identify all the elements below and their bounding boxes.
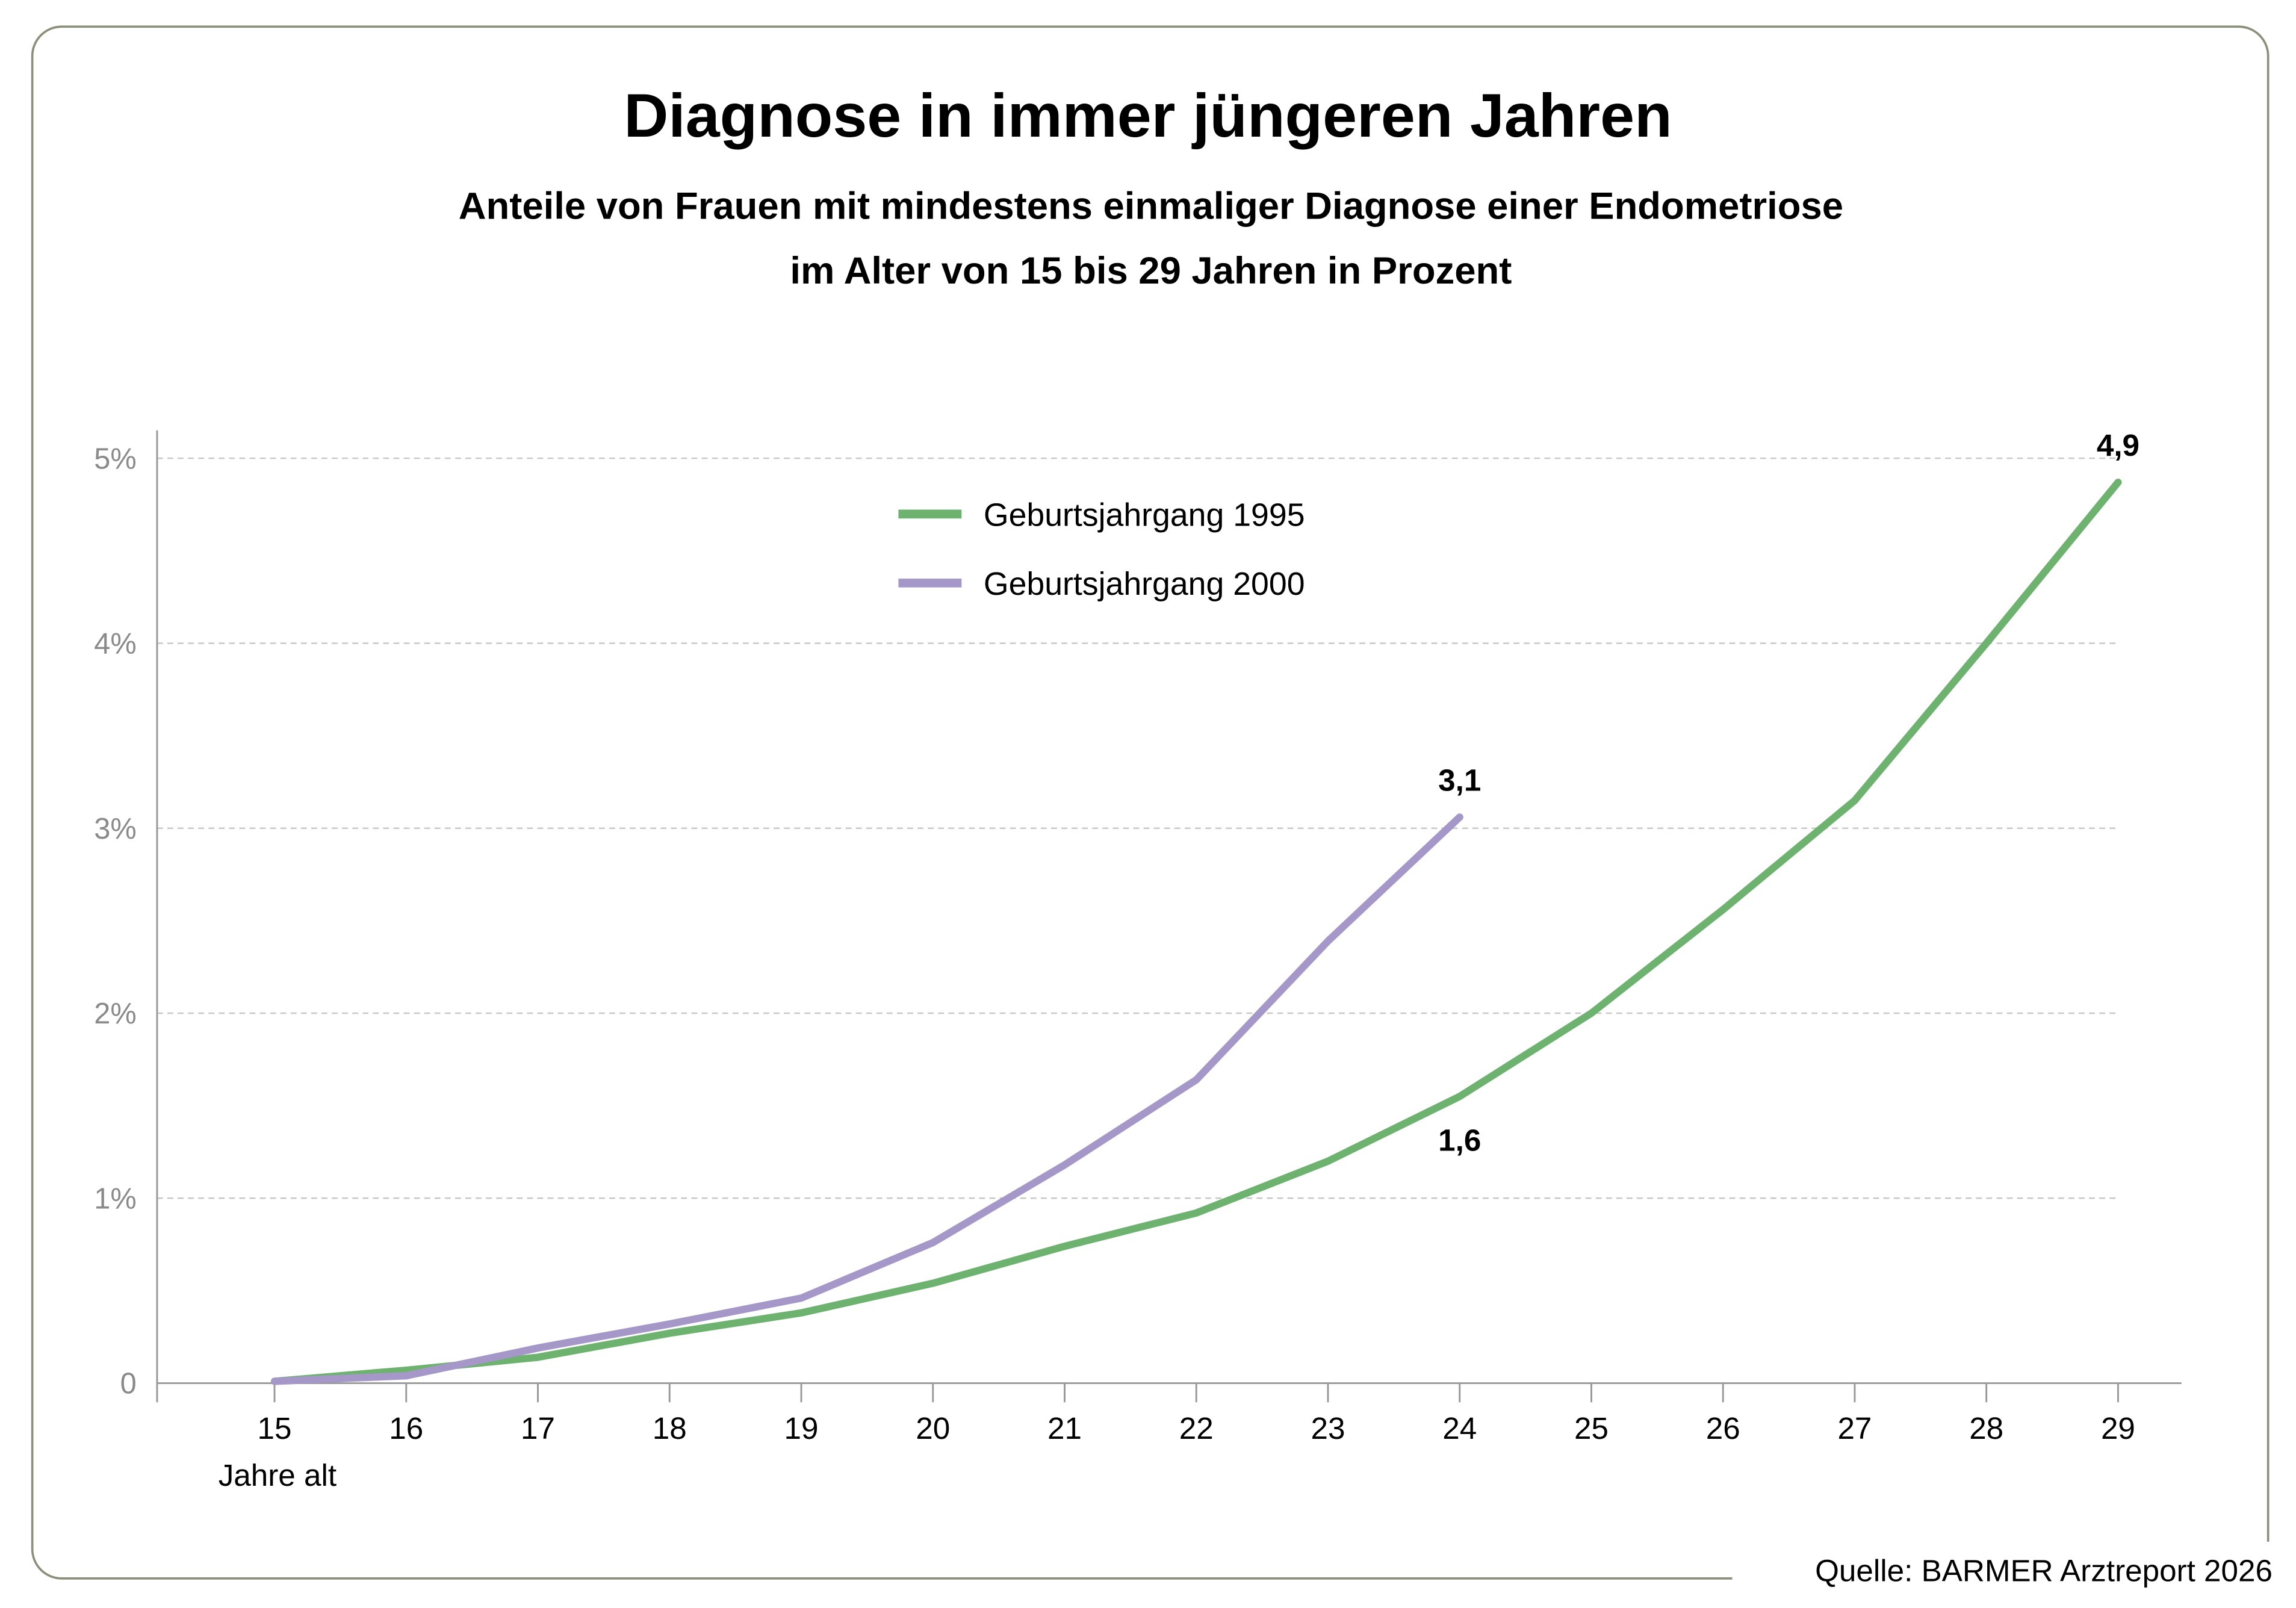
- x-tick-label: 20: [916, 1411, 950, 1445]
- x-tick-label: 18: [653, 1411, 687, 1445]
- legend-label: Geburtsjahrgang 2000: [984, 566, 1305, 602]
- x-tick-label: 29: [2101, 1411, 2135, 1445]
- series-line-1: [270, 479, 2122, 1385]
- series-line-2: [270, 813, 1463, 1385]
- chart-subtitle-line-1: Anteile von Frauen mit mindestens einmal…: [459, 185, 1843, 228]
- x-tick-label: 17: [521, 1411, 555, 1445]
- x-tick-label: 26: [1706, 1411, 1740, 1445]
- x-tick-label: 24: [1442, 1411, 1477, 1445]
- x-tick-label: 16: [389, 1411, 423, 1445]
- x-tick-label: 22: [1179, 1411, 1214, 1445]
- data-label: 1,6: [1438, 1123, 1481, 1158]
- x-tick-label: 19: [784, 1411, 819, 1445]
- y-tick-label: 3%: [94, 813, 136, 845]
- source-note: Quelle: BARMER Arztreport 2026: [1815, 1554, 2273, 1588]
- legend-label: Geburtsjahrgang 1995: [984, 497, 1305, 533]
- x-tick-label: 23: [1311, 1411, 1345, 1445]
- y-tick-label: 4%: [94, 628, 136, 660]
- x-tick-label: 21: [1047, 1411, 1082, 1445]
- x-tick-label: 15: [258, 1411, 292, 1445]
- y-tick-label: 1%: [94, 1182, 136, 1215]
- frame: [31, 25, 2270, 1580]
- chart-title: Diagnose in immer jüngeren Jahren: [624, 81, 1672, 150]
- chart-subtitle-line-2: im Alter von 15 bis 29 Jahren in Prozent: [790, 250, 1512, 292]
- y-tick-label: 2%: [94, 998, 136, 1030]
- data-label: 3,1: [1438, 763, 1481, 797]
- data-label: 4,9: [2097, 428, 2139, 462]
- y-tick-label: 5%: [94, 442, 136, 475]
- y-tick-label: 0: [120, 1368, 137, 1400]
- x-tick-label: 25: [1574, 1411, 1609, 1445]
- x-tick-label: 28: [1969, 1411, 2003, 1445]
- x-tick-label: 27: [1837, 1411, 1872, 1445]
- x-axis-label: Jahre alt: [219, 1458, 337, 1492]
